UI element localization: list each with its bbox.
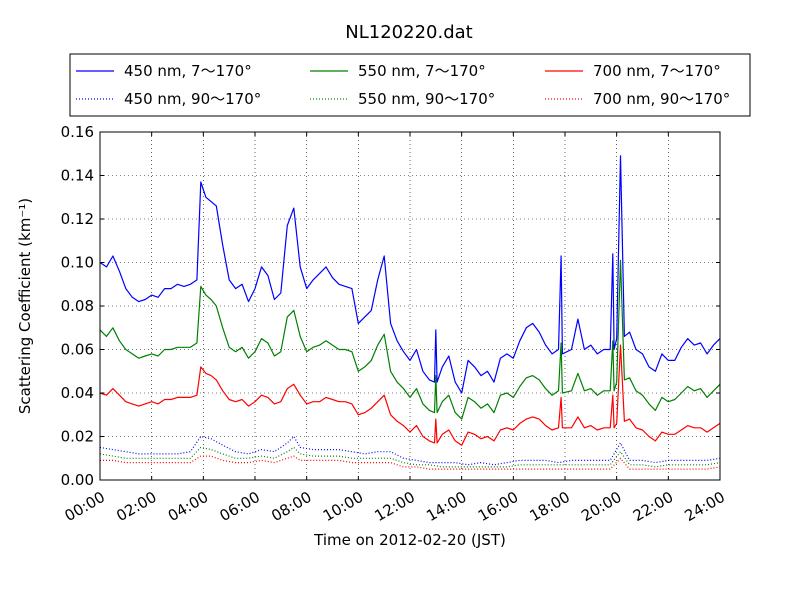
x-tick-label: 16:00 [475, 488, 521, 525]
y-tick-label: 0.06 [61, 341, 94, 359]
legend-box [69, 53, 751, 117]
legend-label: 700 nm, 7～170° [593, 62, 721, 80]
plot-area: 00:00 02:00 04:00 06:00 08:00 10:00 12:00 14:00… [61, 123, 728, 525]
series-line [99, 155, 721, 394]
x-tick-label: 22:00 [630, 488, 676, 525]
x-tick-label: 06:00 [217, 488, 263, 525]
y-tick-label: 0.08 [61, 297, 94, 315]
y-tick-label: 0.14 [61, 167, 94, 185]
chart-title: NL120220.dat [345, 22, 472, 43]
series-group [99, 155, 721, 470]
x-tick-label: 00:00 [62, 488, 108, 525]
legend-label: 700 nm, 90～170° [593, 90, 730, 108]
x-tick-label: 24:00 [682, 488, 728, 525]
y-tick-label: 0.12 [61, 210, 94, 228]
y-tick-label: 0.02 [61, 428, 94, 446]
legend-label: 550 nm, 7～170° [358, 62, 486, 80]
x-tick-label: 04:00 [165, 488, 211, 525]
y-tick-label: 0.10 [61, 254, 94, 272]
legend-label: 450 nm, 7～170° [124, 62, 252, 80]
x-axis-label: Time on 2012-02-20 (JST) [313, 531, 506, 549]
series-line [99, 259, 721, 420]
series-line [99, 344, 721, 446]
x-tick-label: 10:00 [320, 488, 366, 525]
grid [100, 132, 720, 480]
y-tick-label: 0.16 [61, 123, 94, 141]
series-line [99, 435, 721, 466]
x-tick-label: 14:00 [423, 488, 469, 525]
x-tick-label: 20:00 [578, 488, 624, 525]
legend: 450 nm, 7～170° 550 nm, 7～170° 700 nm, 7～17… [69, 53, 751, 117]
x-tick-label: 18:00 [527, 488, 573, 525]
x-tick-label: 12:00 [372, 488, 418, 525]
y-tick-label: 0.00 [61, 471, 94, 489]
y-tick-label: 0.04 [61, 384, 94, 402]
x-tick-label: 08:00 [268, 488, 314, 525]
y-axis-label: Scattering Coefficient (km⁻¹) [16, 198, 34, 414]
legend-label: 450 nm, 90～170° [124, 90, 261, 108]
x-tick-label: 02:00 [113, 488, 159, 525]
legend-label: 550 nm, 90～170° [358, 90, 495, 108]
